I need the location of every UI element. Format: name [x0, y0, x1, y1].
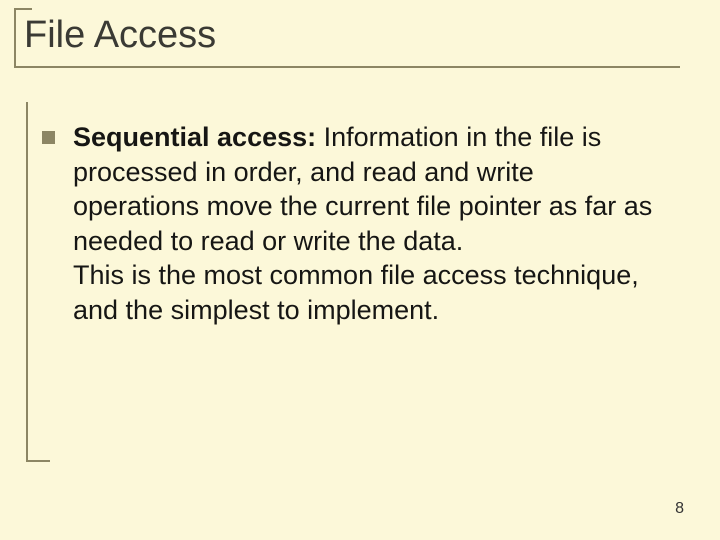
title-rule-left — [14, 8, 16, 68]
body-frame-vertical — [26, 102, 28, 462]
page-number: 8 — [675, 500, 684, 518]
bullet-paragraph-1: Sequential access: Information in the fi… — [73, 120, 660, 258]
bullet-text-block: Sequential access: Information in the fi… — [73, 120, 660, 327]
slide-title: File Access — [24, 14, 216, 57]
title-underline — [14, 66, 680, 68]
body-frame-horizontal — [26, 460, 50, 462]
bullet-item: Sequential access: Information in the fi… — [42, 120, 660, 327]
bullet-paragraph-2: This is the most common file access tech… — [73, 258, 660, 327]
title-rule-top — [14, 8, 32, 10]
body-content: Sequential access: Information in the fi… — [42, 120, 660, 327]
square-bullet-icon — [42, 131, 55, 144]
bullet-lead-bold: Sequential access: — [73, 122, 316, 152]
slide: File Access Sequential access: Informati… — [0, 0, 720, 540]
